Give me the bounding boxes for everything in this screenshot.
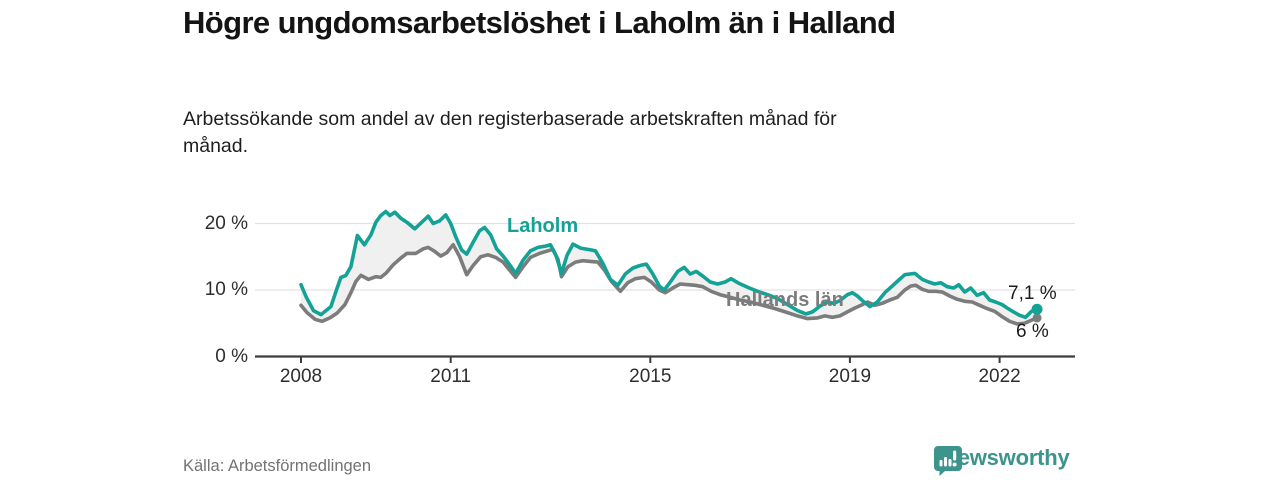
chart-subtitle: Arbetssökande som andel av den registerb… xyxy=(183,108,837,157)
chart-title: Högre ungdomsarbetslöshet i Laholm än i … xyxy=(183,5,896,40)
newsworthy-logo[interactable]: Newsworthy xyxy=(933,445,1070,476)
y-tick-label: 20 % xyxy=(204,212,248,234)
y-tick-label: 0 % xyxy=(215,345,248,367)
series-label-hallands-lan: Hallands län xyxy=(726,289,844,311)
newsworthy-logo-text: Newsworthy xyxy=(942,445,1070,470)
end-label-hallands-lan: 6 % xyxy=(1016,321,1049,342)
newsworthy-logo-icon xyxy=(934,446,962,476)
end-label-laholm: 7,1 % xyxy=(1008,283,1057,304)
y-tick-label: 10 % xyxy=(204,279,248,300)
x-tick-label: 2019 xyxy=(828,366,872,387)
x-tick-label: 2022 xyxy=(978,366,1021,387)
x-tick-label: 2011 xyxy=(430,366,472,387)
series-label-laholm: Laholm xyxy=(507,215,579,237)
source-note: Källa: Arbetsförmedlingen xyxy=(183,457,372,475)
x-tick-label: 2015 xyxy=(629,366,672,387)
x-tick-label: 2008 xyxy=(279,366,323,387)
